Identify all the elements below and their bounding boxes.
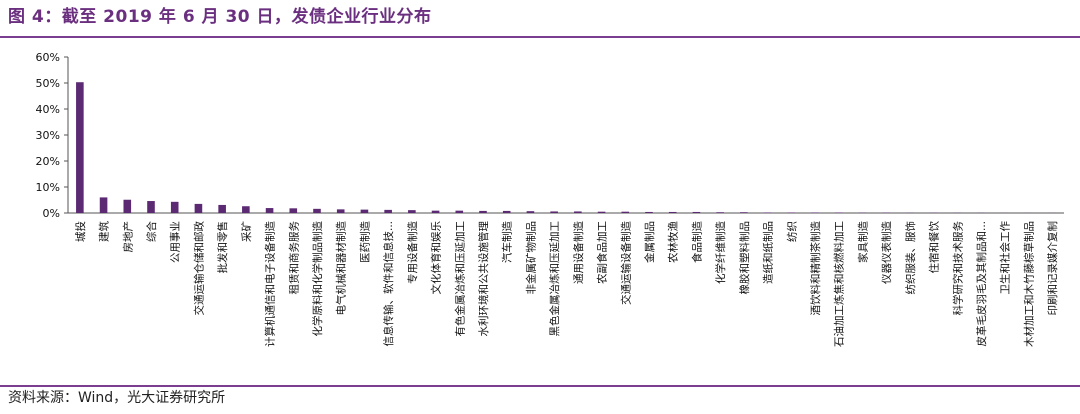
bar [550,211,558,213]
x-tick-label: 皮革毛皮羽毛及其制品和... [975,221,988,347]
x-tick-label: 农林牧渔 [667,221,680,263]
x-tick-label: 纺织 [785,221,798,242]
bar [763,212,772,213]
bar [597,211,606,213]
bar [194,203,203,213]
x-tick-label: 食品制造 [690,221,703,263]
x-tick-label: 公用事业 [169,221,182,263]
bar [384,209,392,213]
bar [740,212,748,213]
x-tick-label: 信息传输、软件和信息技... [382,221,395,347]
bar [716,212,724,213]
x-tick-label: 专用设备制造 [406,221,419,284]
bar [431,210,440,213]
bar [455,210,464,213]
x-tick-label: 石油加工炼焦和核燃料加工 [833,221,846,347]
x-tick-label: 酒饮料和精制茶制造 [809,221,822,316]
bar [787,212,796,213]
x-tick-label: 金属制品 [643,221,656,263]
x-tick-label: 文化体育和娱乐 [430,221,443,295]
x-tick-label: 计算机通信和电子设备制造 [264,221,277,347]
bar [502,210,511,213]
bar [526,211,535,213]
x-tick-label: 化学纤维制造 [714,221,727,284]
bar [360,209,369,213]
bar [336,209,345,213]
bar [645,211,653,213]
x-tick-label: 橡胶和塑料制品 [738,221,751,295]
x-tick-label: 通用设备制造 [572,221,585,284]
x-tick-label: 住宿和餐饮 [928,221,941,274]
bar [218,204,226,213]
bar [147,201,155,213]
y-tick-label: 30% [36,129,60,142]
x-tick-label: 电气机械和器材制造 [335,221,348,316]
bar [668,211,677,213]
x-tick-label: 造纸和纸制品 [762,221,775,284]
x-tick-label: 纺织服装、服饰 [904,221,917,295]
bar [834,212,843,213]
x-tick-label: 建筑 [98,221,111,242]
x-tick-label: 水利环境和公共设施管理 [477,221,490,337]
x-tick-label: 批发和零售 [216,221,229,274]
bar [76,82,84,213]
bar [479,210,487,213]
x-tick-label: 城投 [74,221,87,242]
y-tick-label: 0% [43,207,60,220]
y-tick-label: 50% [36,77,60,90]
bar [242,206,250,213]
bar [313,208,321,213]
bar-chart: 0% 10% 20% 30% 40% 50% 60% 城投 建筑 房地产 综合 公用事业 交通运输仓储和… [36,51,1064,347]
y-tick-label: 20% [36,155,60,168]
x-tick-label: 仪器仪表制造 [880,221,893,284]
bar [574,211,582,213]
x-tick-label: 农副食品加工 [596,221,609,284]
x-tick-label: 卫生和社会工作 [999,221,1012,295]
x-tick-label: 房地产 [121,221,134,253]
x-tick-label: 汽车制造 [501,221,514,263]
bar [811,212,819,213]
bar [170,201,179,213]
x-tick-label: 有色金属冶炼和压延加工 [453,221,466,337]
bar [408,210,416,213]
source-note: 资料来源：Wind，光大证券研究所 [8,390,226,406]
chart-title: 图 4：截至 2019 年 6 月 30 日，发债企业行业分布 [8,7,432,27]
bar [621,211,630,213]
x-tick-label: 木材加工和木竹藤棕草制品 [1022,221,1035,347]
x-tick-label: 化学原料和化学制品制造 [311,221,324,337]
x-tick-label: 印刷和记录媒介复制 [1046,221,1059,316]
bar [123,199,132,213]
bar [289,208,298,213]
x-tick-label: 交通运输仓储和邮政 [192,221,205,316]
bar [99,197,108,213]
footer-divider [0,385,1080,387]
x-tick-label: 医药制造 [358,221,371,263]
y-tick-label: 40% [36,103,60,116]
x-tick-label: 租赁和商务服务 [287,221,300,295]
bar [692,211,701,213]
x-tick-label: 综合 [145,221,158,242]
x-tick-label: 黑色金属冶炼和压延加工 [548,221,561,337]
x-tick-label: 非金属矿物制品 [524,221,537,295]
x-tick-label: 交通运输设备制造 [619,221,632,305]
y-tick-label: 60% [36,51,60,64]
bar [265,208,274,213]
x-tick-label: 家具制造 [856,221,869,263]
x-tick-label: 科学研究和技术服务 [951,221,964,316]
x-tick-label: 采矿 [240,221,253,242]
title-divider [0,36,1080,38]
y-tick-label: 10% [36,181,60,194]
